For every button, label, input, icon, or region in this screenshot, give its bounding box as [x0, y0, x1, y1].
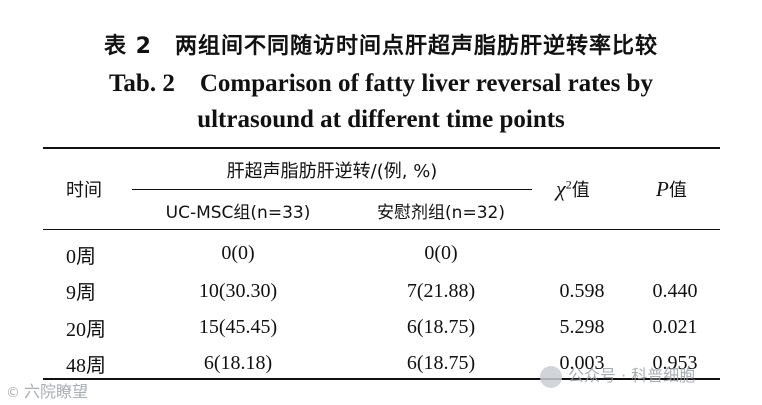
- row-3-uc-msc: 6(18.18): [203, 352, 273, 374]
- header-p-value: P值: [656, 176, 687, 202]
- table-top-rule: [43, 147, 720, 149]
- watermark-right: 公众号 · 科普细胞: [540, 362, 695, 388]
- chi-symbol: χ: [556, 176, 566, 201]
- row-1-time: 9周: [66, 282, 96, 304]
- row-1-chi2: 0.598: [559, 280, 605, 302]
- row-1-p: 0.440: [652, 280, 698, 302]
- row-3-placebo: 6(18.75): [406, 352, 476, 374]
- header-chi-square: χ2值: [556, 176, 590, 202]
- header-reversal-group: 肝超声脂肪肝逆转/(例, %): [226, 161, 438, 182]
- p-suffix: 值: [668, 180, 687, 201]
- row-2-placebo: 6(18.75): [406, 316, 476, 338]
- row-3-time: 48周: [66, 355, 106, 377]
- chi-superscript: 2: [565, 177, 572, 192]
- header-bottom-rule: [43, 229, 720, 230]
- table-title-english-line2: ultrasound at different time points: [197, 106, 565, 133]
- table-title-english-line1: Tab. 2 Comparison of fatty liver reversa…: [109, 70, 653, 97]
- row-2-uc-msc: 15(45.45): [198, 316, 278, 338]
- row-2-time: 20周: [66, 319, 106, 341]
- header-time: 时间: [66, 180, 102, 201]
- header-placebo-group: 安慰剂组(n=32): [377, 203, 505, 223]
- wechat-icon: [540, 365, 562, 388]
- watermark-left-text: 六院瞭望: [24, 382, 89, 401]
- header-uc-msc-group: UC-MSC组(n=33): [165, 203, 311, 223]
- watermark-left-icon: ©: [6, 385, 20, 401]
- row-1-uc-msc: 10(30.30): [198, 280, 278, 302]
- row-1-placebo: 7(21.88): [406, 280, 476, 302]
- watermark-left: © 六院瞭望: [6, 378, 88, 402]
- table-title-chinese: 表 2 两组间不同随访时间点肝超声脂肪肝逆转率比较: [104, 34, 658, 59]
- row-3-p: 0.953: [652, 352, 698, 374]
- chi-suffix: 值: [571, 180, 590, 201]
- row-2-chi2: 5.298: [559, 316, 605, 338]
- p-symbol: P: [656, 177, 669, 201]
- row-3-chi2: 0.003: [559, 352, 605, 374]
- row-0-placebo: 0(0): [424, 242, 458, 264]
- row-0-time: 0周: [66, 246, 96, 268]
- table-bottom-rule: [43, 378, 720, 380]
- watermark-right-text: 公众号 · 科普细胞: [568, 366, 696, 385]
- row-2-p: 0.021: [652, 316, 698, 338]
- group-header-rule: [132, 189, 532, 190]
- row-0-uc-msc: 0(0): [221, 242, 255, 264]
